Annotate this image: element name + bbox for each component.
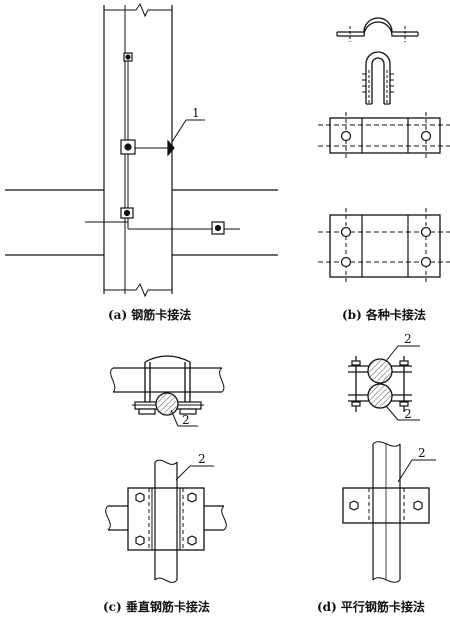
clamp-plate-two-hole	[318, 112, 450, 159]
bolt-hole-icon	[340, 226, 352, 238]
panel-c-perpendicular-top: 2	[105, 452, 227, 583]
callout-2: 2	[404, 407, 412, 421]
caption-c: (c) 垂直钢筋卡接法	[103, 600, 210, 614]
rebar-section-icon	[155, 392, 179, 416]
panel-d-parallel-side: 2 2	[348, 332, 420, 421]
panel-c-perpendicular-side: 2	[110, 355, 225, 427]
bolt-hole-icon	[340, 256, 352, 268]
break-mark-bottom	[104, 282, 172, 298]
panel-b-clamp-types	[318, 17, 450, 283]
rebar-section-icon	[367, 383, 393, 409]
caption-a: (a) 钢筋卡接法	[108, 308, 192, 322]
u-bolt-icon	[362, 51, 394, 105]
break-mark-top	[104, 2, 172, 18]
weld-icon	[167, 139, 175, 157]
caption-d: (d) 平行钢筋卡接法	[317, 600, 425, 614]
callout-2: 2	[198, 452, 206, 466]
nut-icon	[138, 408, 197, 415]
panel-a-rebar-clamp: 1	[5, 2, 278, 298]
saddle-clamp-icon	[336, 17, 419, 42]
panel-d-parallel-top: 2	[342, 441, 436, 583]
bolt-hole-icon	[420, 130, 432, 142]
nut-icon	[135, 492, 197, 546]
clamp-icon	[211, 221, 225, 235]
clamp-plate-four-hole	[318, 208, 450, 283]
callout-2: 2	[182, 413, 190, 427]
nut-icon	[349, 500, 423, 511]
caption-b: (b) 各种卡接法	[342, 308, 426, 322]
rebar-section-icon	[367, 358, 393, 384]
rebar-horizontal-icon	[110, 367, 225, 393]
bolt-hole-icon	[420, 256, 432, 268]
bolt-hole-icon	[340, 130, 352, 142]
leader-line	[171, 119, 187, 143]
clamp-icon	[120, 207, 134, 219]
clamp-icon	[123, 52, 133, 62]
bolt-hole-icon	[420, 226, 432, 238]
callout-1: 1	[192, 106, 200, 120]
callout-2: 2	[404, 332, 412, 346]
clamp-icon	[120, 139, 136, 155]
callout-2: 2	[418, 446, 426, 460]
